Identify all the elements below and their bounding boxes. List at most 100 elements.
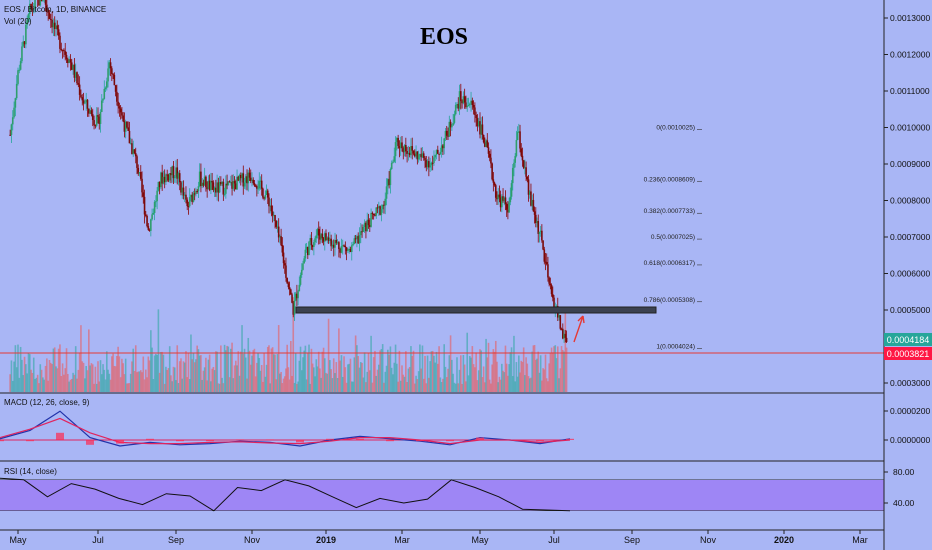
volume-bar — [195, 359, 197, 392]
volume-bar — [200, 355, 202, 392]
candle-body — [192, 193, 195, 203]
candle-body — [207, 180, 210, 190]
time-axis-label: Jul — [92, 535, 104, 545]
volume-bar — [345, 382, 348, 392]
candle-body — [513, 162, 515, 168]
volume-bar — [242, 353, 245, 392]
candle-body — [70, 62, 73, 70]
volume-bar — [187, 352, 190, 392]
candle-body — [334, 239, 336, 248]
candle-body — [40, 0, 43, 1]
candle-body — [420, 154, 422, 158]
volume-bar — [17, 344, 19, 392]
volume-bar — [445, 377, 448, 392]
candle-body — [269, 205, 271, 207]
volume-bar — [535, 359, 537, 392]
volume-bar — [456, 357, 458, 392]
candle-body — [208, 180, 211, 191]
rsi-axis-label: 80.00 — [893, 467, 915, 477]
candle-body — [292, 302, 295, 315]
volume-bar — [22, 375, 25, 392]
candle-body — [102, 98, 104, 101]
candle-body — [225, 183, 227, 194]
price-axis-label: 0.0012000 — [890, 50, 930, 60]
candle-body — [470, 100, 472, 104]
candle-body — [113, 74, 116, 86]
candle-body — [338, 242, 340, 250]
candle-body — [112, 73, 114, 75]
macd-legend: MACD (12, 26, close, 9) — [4, 398, 90, 407]
candle-body — [280, 236, 282, 246]
volume-bar — [138, 371, 141, 392]
volume-bar — [365, 382, 367, 392]
volume-bar — [430, 351, 433, 392]
candle-body — [558, 315, 560, 318]
volume-bar — [254, 376, 257, 392]
volume-bar — [366, 371, 369, 392]
candle-body — [514, 156, 516, 163]
volume-bar — [551, 352, 554, 392]
candle-body — [262, 188, 264, 198]
candle-body — [30, 3, 32, 9]
volume-bar — [90, 363, 93, 392]
candle-body — [60, 48, 63, 50]
fib-level-label: 1(0.0004024) — [656, 344, 695, 351]
volume-bar — [420, 368, 422, 392]
volume-bar — [44, 365, 47, 392]
volume-bar — [482, 366, 485, 392]
volume-bar — [161, 351, 163, 392]
volume-bar — [156, 354, 158, 392]
macd-series-line — [0, 417, 571, 445]
volume-bar — [426, 355, 429, 392]
candle-body — [56, 25, 59, 30]
volume-bar — [238, 375, 241, 392]
volume-bar — [132, 348, 135, 392]
candle-body — [134, 153, 137, 157]
candle-body — [504, 197, 507, 205]
volume-bar — [112, 353, 114, 392]
candle-body — [51, 19, 53, 28]
volume-bar — [321, 351, 324, 392]
candle-body — [359, 231, 362, 236]
volume-bar — [317, 351, 320, 392]
volume-bar — [383, 382, 385, 392]
candle-body — [321, 233, 324, 239]
candle-body — [172, 166, 175, 179]
volume-bar — [530, 377, 532, 392]
candle-body — [109, 62, 112, 69]
candle-body — [456, 104, 458, 106]
candle-body — [399, 142, 402, 149]
volume-bar — [283, 376, 286, 392]
volume-bar — [177, 383, 180, 392]
candle-body — [515, 139, 518, 157]
candle-body — [61, 49, 64, 51]
candle-body — [527, 179, 530, 195]
volume-bar — [326, 373, 329, 392]
volume-bar — [406, 381, 408, 392]
volume-bar — [274, 354, 276, 392]
volume-bar — [452, 373, 454, 392]
candle-body — [379, 206, 381, 215]
candle-body — [490, 157, 492, 164]
candle-body — [415, 151, 417, 157]
candle-body — [385, 186, 388, 199]
volume-bar — [232, 378, 235, 392]
candle-body — [411, 146, 414, 151]
candle-body — [481, 124, 484, 135]
volume-bar — [40, 369, 43, 392]
volume-bar — [19, 346, 22, 392]
volume-bar — [465, 381, 467, 392]
volume-bar — [192, 353, 195, 392]
volume-bar — [357, 356, 360, 392]
candle-body — [476, 118, 479, 127]
volume-bar — [381, 344, 384, 392]
volume-bar — [475, 352, 477, 392]
candle-body — [228, 181, 231, 183]
candle-body — [401, 142, 403, 149]
volume-bar — [547, 381, 549, 392]
volume-bar — [64, 368, 67, 392]
candle-body — [203, 176, 206, 186]
candle-body — [501, 196, 503, 208]
volume-bar — [479, 349, 481, 392]
volume-bar — [474, 367, 476, 392]
